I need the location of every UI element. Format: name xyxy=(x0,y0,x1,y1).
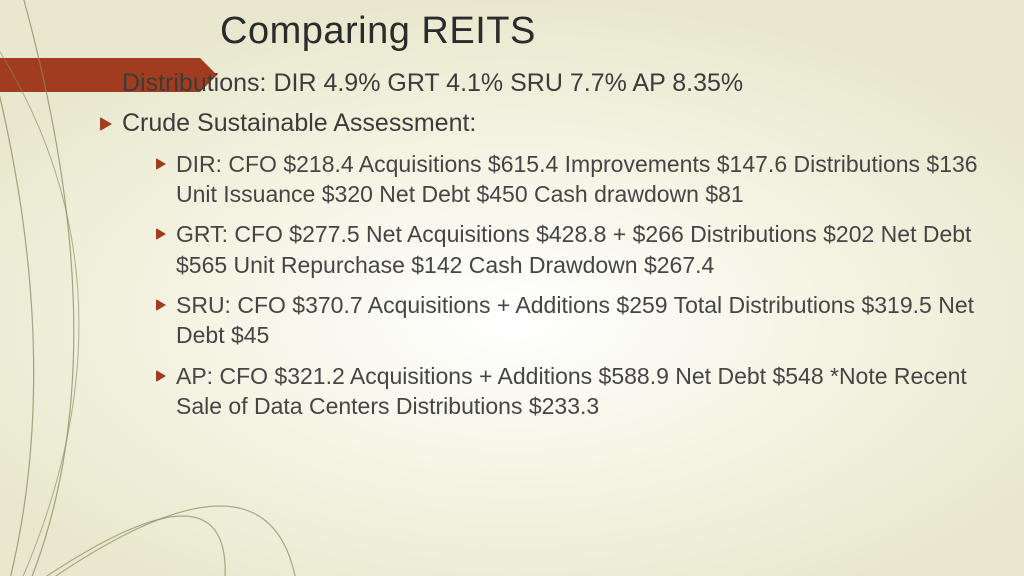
bullet-assessment: Crude Sustainable Assessment: DIR: CFO $… xyxy=(100,107,984,422)
bullet-distributions: Distributions: DIR 4.9% GRT 4.1% SRU 7.7… xyxy=(100,67,984,101)
sub-bullet-grt: GRT: CFO $277.5 Net Acquisitions $428.8 … xyxy=(156,219,984,280)
bullet-text: Crude Sustainable Assessment: xyxy=(122,109,476,137)
sub-bullet-text: DIR: CFO $218.4 Acquisitions $615.4 Impr… xyxy=(176,151,978,207)
bullet-text: Distributions: DIR 4.9% GRT 4.1% SRU 7.7… xyxy=(122,69,743,97)
sub-bullet-text: SRU: CFO $370.7 Acquisitions + Additions… xyxy=(176,292,974,348)
bullet-list: Distributions: DIR 4.9% GRT 4.1% SRU 7.7… xyxy=(100,67,984,421)
sub-bullet-ap: AP: CFO $321.2 Acquisitions + Additions … xyxy=(156,361,984,422)
sub-bullet-text: AP: CFO $321.2 Acquisitions + Additions … xyxy=(176,363,967,419)
sub-bullet-dir: DIR: CFO $218.4 Acquisitions $615.4 Impr… xyxy=(156,149,984,210)
sub-bullet-list: DIR: CFO $218.4 Acquisitions $615.4 Impr… xyxy=(156,149,984,422)
sub-bullet-text: GRT: CFO $277.5 Net Acquisitions $428.8 … xyxy=(176,221,971,277)
slide-title: Comparing REITS xyxy=(220,10,984,53)
slide-content: Comparing REITS Distributions: DIR 4.9% … xyxy=(100,10,984,556)
sub-bullet-sru: SRU: CFO $370.7 Acquisitions + Additions… xyxy=(156,290,984,351)
